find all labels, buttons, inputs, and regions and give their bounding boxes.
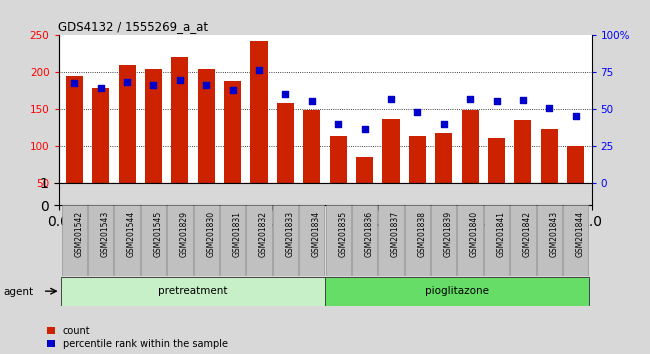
Point xyxy=(544,105,554,110)
Point xyxy=(96,86,106,91)
Text: GSM201843: GSM201843 xyxy=(549,211,558,257)
Text: GSM201834: GSM201834 xyxy=(312,211,321,257)
Bar xyxy=(382,119,400,219)
Text: GSM201840: GSM201840 xyxy=(470,211,479,257)
Bar xyxy=(304,110,320,219)
Bar xyxy=(118,65,136,219)
FancyBboxPatch shape xyxy=(563,205,588,276)
Text: GSM201836: GSM201836 xyxy=(365,211,374,257)
Point xyxy=(201,82,211,87)
Bar xyxy=(330,136,346,219)
Text: GSM201842: GSM201842 xyxy=(523,211,532,257)
FancyBboxPatch shape xyxy=(246,205,272,276)
Point xyxy=(227,87,238,93)
Bar xyxy=(172,57,188,219)
FancyBboxPatch shape xyxy=(194,205,219,276)
FancyBboxPatch shape xyxy=(220,205,245,276)
Point xyxy=(69,80,79,86)
Bar xyxy=(356,157,373,219)
FancyBboxPatch shape xyxy=(458,205,483,276)
FancyBboxPatch shape xyxy=(114,205,140,276)
FancyBboxPatch shape xyxy=(88,205,113,276)
Legend: count, percentile rank within the sample: count, percentile rank within the sample xyxy=(47,326,228,349)
Text: GSM201841: GSM201841 xyxy=(497,211,506,257)
Text: GSM201830: GSM201830 xyxy=(206,211,215,257)
Text: GDS4132 / 1555269_a_at: GDS4132 / 1555269_a_at xyxy=(58,20,209,33)
Point xyxy=(571,113,581,119)
Point xyxy=(412,109,423,115)
FancyBboxPatch shape xyxy=(405,205,430,276)
Bar xyxy=(514,120,532,219)
Text: agent: agent xyxy=(3,287,33,297)
FancyBboxPatch shape xyxy=(62,205,87,276)
Bar xyxy=(435,133,452,219)
Point xyxy=(517,97,528,103)
Point xyxy=(175,77,185,82)
FancyBboxPatch shape xyxy=(378,205,404,276)
Text: GSM201833: GSM201833 xyxy=(285,211,294,257)
Text: GSM201837: GSM201837 xyxy=(391,211,400,257)
Text: GSM201545: GSM201545 xyxy=(153,211,162,257)
FancyBboxPatch shape xyxy=(325,277,589,306)
Point xyxy=(359,126,370,132)
FancyBboxPatch shape xyxy=(141,205,166,276)
Point xyxy=(491,98,502,104)
FancyBboxPatch shape xyxy=(510,205,536,276)
Bar xyxy=(277,103,294,219)
Text: GSM201544: GSM201544 xyxy=(127,211,136,257)
Point xyxy=(148,82,159,87)
FancyBboxPatch shape xyxy=(431,205,456,276)
Text: GSM201838: GSM201838 xyxy=(417,211,426,257)
Text: GSM201543: GSM201543 xyxy=(101,211,110,257)
FancyBboxPatch shape xyxy=(352,205,377,276)
Text: GSM201829: GSM201829 xyxy=(180,211,189,257)
Bar xyxy=(250,41,268,219)
Bar xyxy=(541,129,558,219)
Text: GSM201839: GSM201839 xyxy=(444,211,453,257)
Bar xyxy=(567,146,584,219)
FancyBboxPatch shape xyxy=(484,205,509,276)
Point xyxy=(280,91,291,97)
FancyBboxPatch shape xyxy=(273,205,298,276)
Bar xyxy=(488,138,505,219)
FancyBboxPatch shape xyxy=(61,277,325,306)
FancyBboxPatch shape xyxy=(537,205,562,276)
Point xyxy=(307,98,317,104)
FancyBboxPatch shape xyxy=(167,205,192,276)
FancyBboxPatch shape xyxy=(299,205,324,276)
Bar xyxy=(462,110,478,219)
Bar xyxy=(145,69,162,219)
Text: GSM201835: GSM201835 xyxy=(338,211,347,257)
Point xyxy=(333,121,343,126)
Point xyxy=(465,97,475,102)
Text: pretreatment: pretreatment xyxy=(159,286,228,296)
Bar xyxy=(198,69,215,219)
Bar xyxy=(66,76,83,219)
Point xyxy=(439,121,449,126)
Bar xyxy=(92,88,109,219)
FancyBboxPatch shape xyxy=(326,205,351,276)
Text: pioglitazone: pioglitazone xyxy=(425,286,489,296)
Point xyxy=(385,97,396,102)
Text: GSM201831: GSM201831 xyxy=(233,211,242,257)
Text: GSM201542: GSM201542 xyxy=(74,211,83,257)
Text: GSM201844: GSM201844 xyxy=(576,211,584,257)
Bar xyxy=(224,81,241,219)
Point xyxy=(122,80,133,85)
Point xyxy=(254,67,265,73)
Text: GSM201832: GSM201832 xyxy=(259,211,268,257)
Bar xyxy=(409,136,426,219)
